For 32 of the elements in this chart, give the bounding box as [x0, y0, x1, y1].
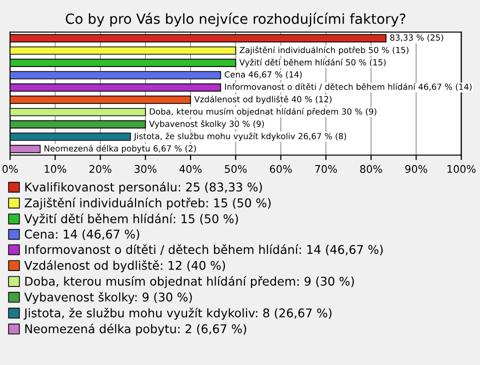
legend-label: Informovanost o dítěti / dětech během hlídání: 14 (46,67 %)	[25, 244, 383, 256]
x-tick-label: 50%	[224, 165, 247, 173]
legend-label: Neomezená délka pobytu: 2 (6,67 %)	[25, 324, 246, 336]
data-label: Vybavenost školky 30 % (9)	[149, 120, 264, 129]
legend-label: Kvalifikovanost personálu: 25 (83,33 %)	[25, 182, 262, 194]
x-tick-label: 90%	[405, 165, 428, 173]
x-tick-label: 20%	[90, 165, 112, 173]
legend-label: Vyžití dětí během hlídání: 15 (50 %)	[24, 214, 238, 226]
chart-title: Co by pro Vás bylo nejvíce rozhodujícími faktory?	[66, 12, 406, 27]
legend-label: Jistota, že službu mohu využít kdykoliv: 8 (26,67 %)	[24, 308, 332, 320]
x-tick-label: 100%	[448, 165, 476, 173]
data-label: 83,33 % (25)	[390, 34, 444, 42]
legend-label: Zajištění individuálních potřeb: 15 (50 %)	[24, 198, 271, 210]
x-tick-label: 80%	[360, 165, 382, 173]
data-label: Neomezená délka pobytu 6,67 % (2)	[44, 144, 196, 154]
data-label: Informovanost o dítěti / dětech během hlídání 46,67 % (14)	[225, 83, 472, 91]
x-tick-label: 60%	[270, 165, 292, 173]
x-tick-label: 0%	[2, 165, 18, 173]
x-tick-label: 10%	[44, 165, 66, 173]
data-label: Zajištění individuálních potřeb 50 % (15)	[240, 46, 408, 55]
data-label: Doba, kterou musím objednat hlídání předem 30 % (9)	[150, 108, 376, 116]
data-label: Cena 46,67 % (14)	[224, 71, 302, 79]
legend-label: Doba, kterou musím objednat hlídání předem: 9 (30 %)	[25, 276, 354, 288]
legend-label: Cena: 14 (46,67 %)	[24, 229, 140, 240]
legend-label: Vybavenost školky: 9 (30 %)	[24, 292, 192, 304]
data-label: Vzdálenost od bydliště 40 % (12)	[194, 96, 332, 104]
data-label: Jistota, že službu mohu využít kdykoliv 26,67 % (8)	[134, 132, 346, 141]
data-label: Vyžití dětí během hlídání 50 % (15)	[239, 58, 386, 68]
x-tick-label: 40%	[179, 165, 202, 173]
legend-label: Vzdálenost od bydliště: 12 (40 %)	[24, 260, 226, 272]
x-tick-label: 30%	[134, 165, 156, 173]
x-tick-label: 70%	[315, 165, 337, 173]
